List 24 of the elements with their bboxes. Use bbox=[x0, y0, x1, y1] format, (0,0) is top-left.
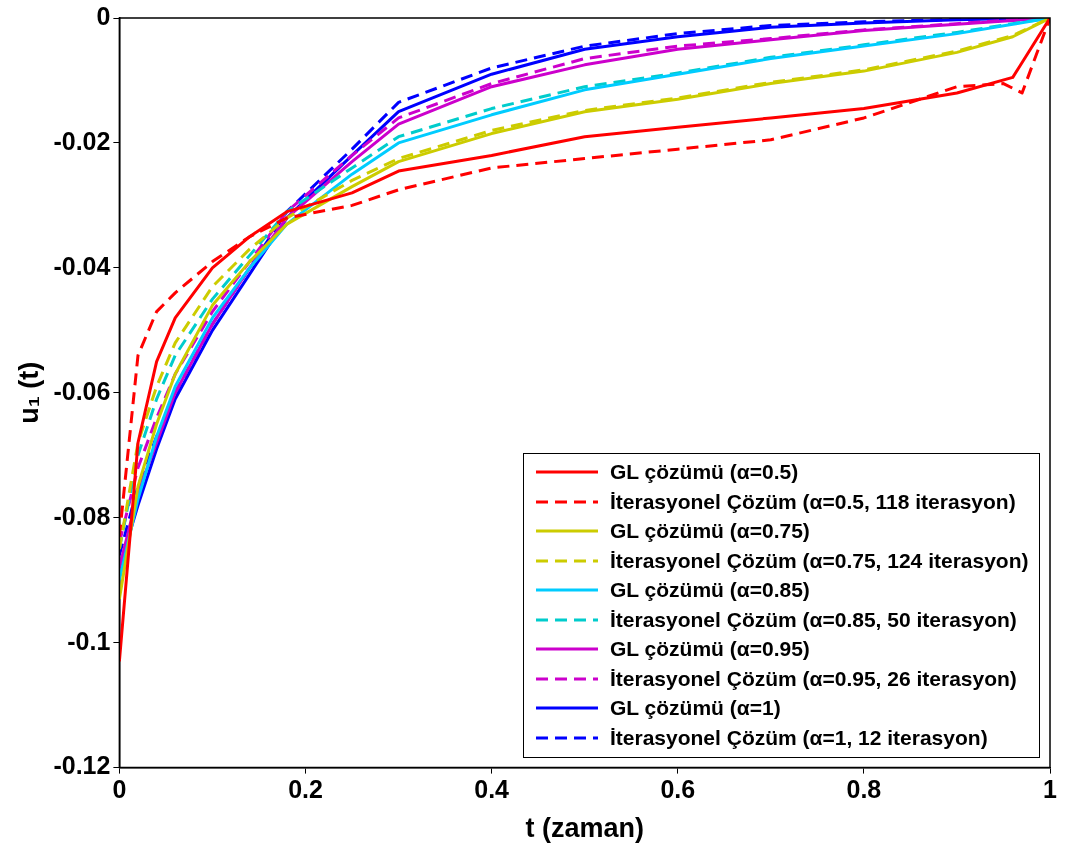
legend-label: İterasyonel Çözüm (α=1, 12 iterasyon) bbox=[610, 725, 988, 750]
x-tick-label: 1 bbox=[1043, 775, 1058, 804]
y-axis-title: u₁ (t) bbox=[13, 361, 44, 424]
y-tick-label: -0.08 bbox=[53, 501, 111, 530]
x-tick-label: 0.8 bbox=[846, 775, 882, 804]
x-tick-label: 0.6 bbox=[660, 775, 696, 804]
y-tick-label: 0 bbox=[96, 1, 111, 30]
y-tick-label: -0.1 bbox=[67, 626, 111, 655]
legend-label: GL çözümü (α=0.95) bbox=[610, 637, 810, 662]
legend-label: GL çözümü (α=1) bbox=[610, 696, 781, 721]
legend-label: GL çözümü (α=0.5) bbox=[610, 460, 799, 485]
y-tick-label: -0.06 bbox=[53, 376, 111, 405]
y-tick-label: -0.12 bbox=[53, 751, 111, 780]
y-tick-label: -0.04 bbox=[53, 251, 111, 280]
legend-label: GL çözümü (α=0.85) bbox=[610, 578, 810, 603]
legend-label: GL çözümü (α=0.75) bbox=[610, 519, 810, 544]
x-axis-title: t (zaman) bbox=[525, 813, 644, 844]
y-tick-label: -0.02 bbox=[53, 126, 111, 155]
x-tick-label: 0.2 bbox=[288, 775, 323, 804]
legend-label: İterasyonel Çözüm (α=0.95, 26 iterasyon) bbox=[610, 666, 1017, 691]
legend-label: İterasyonel Çözüm (α=0.75, 124 iterasyon) bbox=[610, 548, 1029, 573]
legend-label: İterasyonel Çözüm (α=0.85, 50 iterasyon) bbox=[610, 607, 1017, 632]
legend-label: İterasyonel Çözüm (α=0.5, 118 iterasyon) bbox=[610, 489, 1016, 514]
x-tick-label: 0.4 bbox=[474, 775, 510, 804]
